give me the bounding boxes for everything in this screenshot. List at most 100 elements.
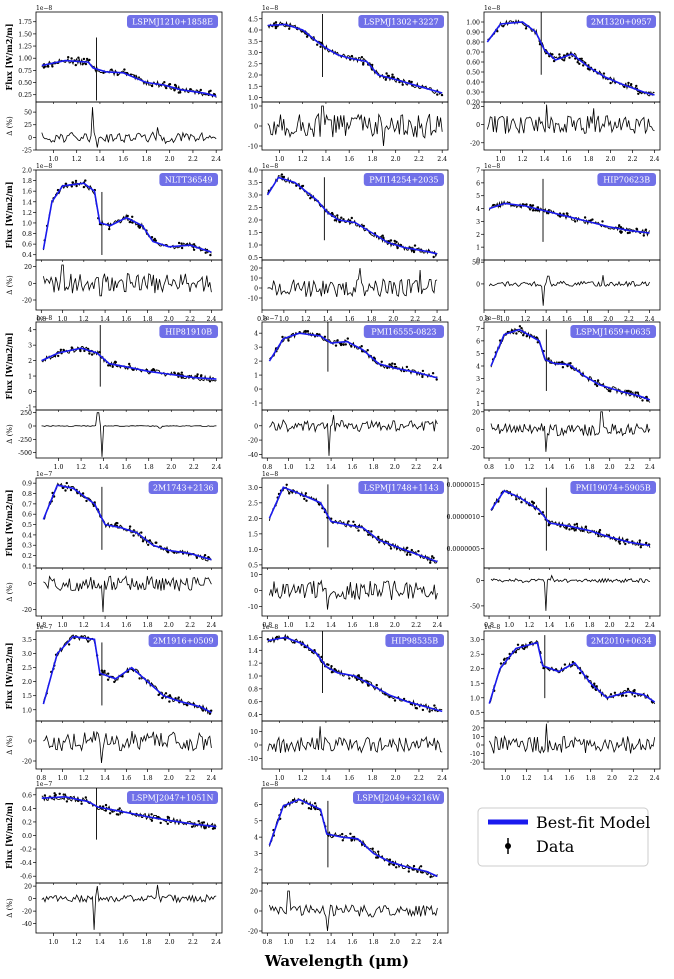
object-name: 2M1916+0509 bbox=[153, 637, 214, 646]
y-tick-label: 0.80 bbox=[466, 40, 480, 47]
residual-tick-label: -50 bbox=[470, 603, 480, 610]
data-point bbox=[619, 230, 622, 233]
data-point bbox=[132, 534, 135, 537]
data-point bbox=[280, 173, 284, 176]
data-point bbox=[410, 80, 413, 84]
data-point bbox=[117, 813, 120, 816]
residual-tick-label: 0 bbox=[28, 424, 32, 431]
data-point bbox=[150, 819, 154, 822]
data-point bbox=[166, 822, 169, 825]
data-point bbox=[626, 687, 630, 691]
x-tick-label: 1.0 bbox=[504, 464, 514, 471]
x-tick-label: 1.2 bbox=[79, 622, 89, 629]
data-point bbox=[118, 807, 121, 810]
data-point bbox=[150, 84, 154, 88]
data-point bbox=[203, 827, 206, 830]
panel-4: 0.5 1.0 1.5 2.0 2.5 3.0 3.5 4.0 -10 0 10 20 0.8 1.0 1.… bbox=[248, 163, 449, 323]
y-tick-label: 2 bbox=[28, 358, 32, 365]
x-tick-label: 1.4 bbox=[541, 316, 551, 323]
x-tick-label: 0.8 bbox=[36, 622, 46, 629]
data-point bbox=[375, 683, 378, 687]
x-tick-label: 1.0 bbox=[58, 622, 68, 629]
data-point bbox=[186, 704, 189, 707]
x-tick-label: 1.8 bbox=[366, 316, 376, 323]
x-tick-label: 1.0 bbox=[58, 316, 68, 323]
y-tick-label: 0 bbox=[28, 389, 32, 396]
data-point bbox=[522, 334, 525, 337]
data-point bbox=[114, 523, 117, 526]
data-point bbox=[85, 57, 89, 61]
data-point bbox=[138, 677, 141, 680]
y-tick-label: 0.4 bbox=[22, 532, 32, 539]
y-tick-label: 3 bbox=[254, 851, 258, 858]
data-point bbox=[561, 366, 565, 369]
data-point bbox=[75, 184, 78, 188]
data-point bbox=[211, 827, 215, 830]
y-tick-label: 0.4 bbox=[22, 252, 32, 259]
y-tick-label: 0.50 bbox=[18, 80, 32, 87]
residual-tick-label: 20 bbox=[24, 264, 32, 271]
y-tick-label: 0.5 bbox=[470, 710, 480, 717]
data-point bbox=[432, 255, 435, 259]
y-tick-label: 0.0000010 bbox=[447, 514, 481, 521]
residual-line bbox=[490, 574, 651, 611]
data-point bbox=[645, 541, 648, 545]
x-tick-label: 1.8 bbox=[144, 464, 154, 471]
data-point bbox=[525, 203, 528, 206]
data-point bbox=[637, 92, 640, 96]
data-point bbox=[558, 215, 561, 218]
residual-tick-label: 10 bbox=[250, 276, 258, 283]
data-point bbox=[111, 810, 114, 813]
model-line bbox=[268, 798, 438, 878]
model-line bbox=[486, 21, 655, 96]
data-point bbox=[377, 535, 380, 539]
y-tick-label: 0.2 bbox=[22, 553, 32, 560]
x-tick-label: 2.2 bbox=[185, 775, 195, 782]
x-tick-label: 2.2 bbox=[628, 775, 638, 782]
data-point bbox=[575, 522, 579, 526]
data-point bbox=[128, 220, 131, 224]
data-point bbox=[531, 209, 535, 212]
residual-tick-label: 20 bbox=[250, 889, 258, 896]
x-tick-label: 1.6 bbox=[562, 156, 572, 163]
data-point bbox=[309, 197, 312, 200]
residual-axes-frame bbox=[35, 259, 223, 311]
data-point bbox=[563, 663, 567, 666]
y-tick-label: 0.0000005 bbox=[447, 546, 481, 553]
x-tick-label: 1.0 bbox=[496, 156, 506, 163]
data-point bbox=[409, 553, 412, 556]
data-point bbox=[598, 528, 602, 532]
x-tick-label: 1.0 bbox=[49, 939, 59, 946]
x-tick-label: 1.4 bbox=[100, 316, 110, 323]
data-point bbox=[195, 556, 199, 559]
y-tick-label: 2 bbox=[254, 359, 258, 366]
y-tick-label: 3.0 bbox=[22, 651, 32, 658]
x-tick-label: 1.2 bbox=[301, 316, 311, 323]
data-point bbox=[568, 56, 571, 59]
x-tick-label: 1.2 bbox=[522, 775, 532, 782]
data-point bbox=[180, 376, 183, 379]
y-tick-label: 1.2 bbox=[248, 661, 258, 668]
y-tick-label: 3.5 bbox=[248, 180, 258, 187]
data-point bbox=[152, 368, 155, 371]
scale-label: 1e−8 bbox=[484, 163, 500, 170]
data-point bbox=[84, 62, 88, 66]
residual-tick-label: 0 bbox=[476, 743, 480, 750]
data-point bbox=[201, 821, 204, 824]
y-tick-label: 0.6 bbox=[22, 512, 32, 519]
residual-line bbox=[267, 267, 438, 298]
object-name-badge bbox=[363, 173, 444, 186]
data-point bbox=[42, 66, 46, 69]
data-point bbox=[307, 807, 311, 810]
panel-15: -0.6 -0.4 -0.2 0.0 0.2 0.4 0.6 -40 -20 0 20 1.0 1.2 1… bbox=[4, 781, 223, 946]
model-line bbox=[268, 332, 438, 379]
data-point bbox=[349, 832, 352, 835]
data-point bbox=[154, 541, 157, 544]
model-line bbox=[41, 347, 217, 380]
data-point bbox=[103, 669, 106, 673]
data-point bbox=[208, 380, 212, 383]
object-name: PMI14254+2035 bbox=[369, 176, 438, 185]
data-point bbox=[380, 360, 383, 363]
x-tick-label: 1.2 bbox=[79, 316, 89, 323]
data-point bbox=[416, 870, 419, 873]
